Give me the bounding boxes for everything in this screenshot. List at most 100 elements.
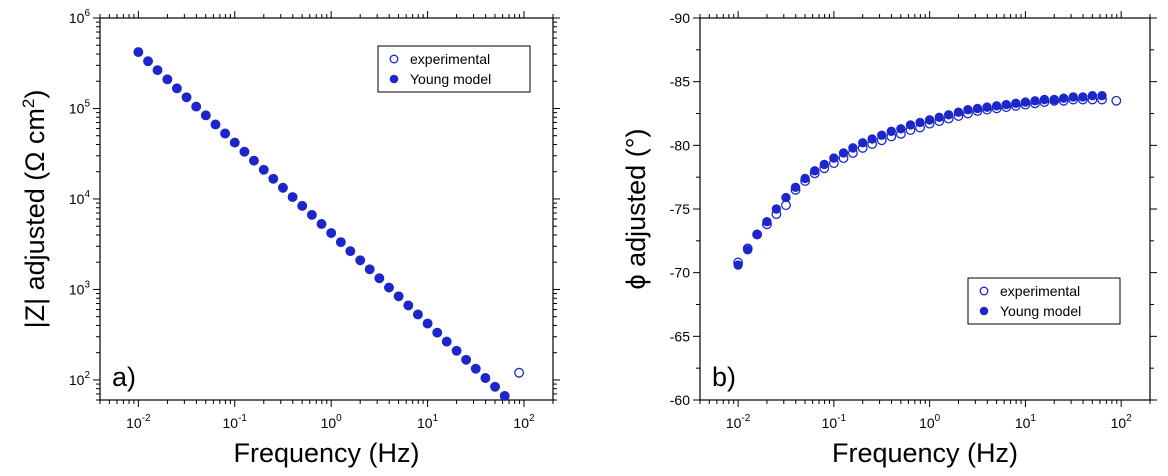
x-tick-label: 101 [1015, 413, 1037, 431]
y-tick-label: -85 [670, 74, 690, 90]
chart-panel-b: 10-2 10-1 100 101 102 -60 -65 -70 -75 -80 -85 -90 Fr… [621, 10, 1157, 468]
x-tick-label: 10-1 [223, 413, 248, 431]
data-point-young-model [297, 201, 307, 211]
x-tick-label: 10-2 [726, 413, 751, 431]
legend-marker-experimental [389, 54, 399, 64]
x-axis-title: Frequency (Hz) [832, 438, 1018, 468]
data-point-young-model [365, 264, 375, 274]
data-point-young-model [451, 346, 462, 356]
data-point-young-model [1097, 90, 1107, 101]
legend-label: experimental [410, 51, 490, 67]
data-point-young-model [461, 355, 471, 365]
data-point-young-model [858, 138, 868, 148]
data-point-young-model [886, 126, 897, 137]
plot-frame [699, 17, 1151, 401]
data-point-young-model [191, 101, 201, 112]
data-point-young-model [752, 229, 762, 240]
data-point-young-model [422, 318, 433, 329]
data-point-young-model [838, 148, 849, 158]
data-point-young-model [249, 155, 259, 166]
panel-label: a) [112, 362, 136, 392]
data-point-young-model [991, 101, 1002, 111]
data-point-young-model [403, 300, 413, 311]
data-point-young-model [500, 391, 510, 401]
y-tick-label: -70 [670, 265, 690, 281]
x-tick-label: 101 [417, 413, 439, 431]
data-point-young-model [810, 166, 820, 176]
data-point-young-model [1030, 96, 1040, 106]
data-point-young-model [1058, 93, 1069, 103]
y-axis-title: ϕ adjusted (°) [621, 129, 651, 290]
data-point-young-model [896, 124, 906, 134]
data-point-young-model [934, 112, 944, 123]
x-axis-title: Frequency (Hz) [233, 438, 419, 468]
data-point-young-model [848, 143, 858, 153]
data-point-young-model [819, 159, 829, 170]
data-point-young-model [230, 137, 240, 148]
data-point-young-model [963, 104, 973, 115]
y-tick-label: -75 [670, 201, 690, 217]
data-point-young-model [259, 165, 269, 175]
data-point-young-model [278, 183, 288, 193]
data-point-young-model [220, 128, 230, 139]
data-point-young-model [924, 115, 935, 125]
data-point-experimental [514, 367, 525, 378]
data-point-young-model [393, 291, 404, 301]
y-axis-title-sup: 2 [19, 99, 38, 108]
data-point-young-model [877, 130, 887, 140]
data-point-young-model [181, 92, 192, 102]
data-point-young-model [172, 83, 182, 94]
legend-marker-experimental [979, 286, 989, 296]
y-axis-title: |Z| adjusted (Ω cm2) [19, 90, 50, 329]
x-tick-label: 10-2 [126, 413, 151, 431]
x-tick-label: 102 [513, 413, 535, 431]
data-point-young-model [143, 56, 153, 66]
data-point-young-model [268, 174, 278, 184]
y-axis-title-main: |Z| adjusted (Ω cm [20, 108, 50, 328]
x-tick-label: 100 [321, 413, 343, 431]
data-point-young-model [201, 110, 211, 121]
data-point-young-model [762, 217, 772, 227]
data-point-young-model [743, 245, 753, 255]
data-point-young-model [432, 327, 442, 338]
data-point-young-model [953, 107, 964, 117]
data-point-young-model [905, 120, 916, 130]
y-tick-label: -80 [670, 137, 690, 153]
data-point-young-model [210, 119, 221, 130]
y-axis-title-end: ) [20, 90, 50, 99]
x-tick-label: 102 [1111, 413, 1133, 431]
data-point-young-model [1001, 99, 1011, 110]
data-point-young-model [800, 173, 810, 184]
y-tick-label: -65 [670, 328, 690, 344]
panel-label: b) [712, 362, 736, 392]
data-point-young-model [733, 260, 743, 270]
y-tick-label: 104 [69, 189, 91, 207]
data-point-young-model [239, 146, 250, 157]
legend-label: Young model [410, 71, 491, 87]
data-point-young-model [1049, 94, 1059, 105]
x-tick-label: 10-1 [822, 413, 847, 431]
data-point-young-model [972, 103, 983, 114]
data-point-young-model [480, 373, 491, 383]
data-point-young-model [829, 153, 839, 163]
data-point-young-model [355, 255, 365, 265]
data-point-young-model [1078, 92, 1088, 102]
legend-label: Young model [1000, 303, 1081, 319]
y-tick-label: 103 [69, 279, 91, 297]
data-point-young-model [943, 110, 954, 120]
data-point-young-model [915, 117, 925, 128]
data-point-young-model [982, 102, 992, 112]
legend-label: experimental [1000, 283, 1080, 299]
data-point-young-model [442, 336, 452, 347]
data-point-young-model [133, 47, 144, 57]
data-point-young-model [316, 219, 327, 229]
data-point-young-model [1039, 94, 1050, 105]
data-point-young-model [771, 204, 782, 214]
chart-panel-a: 10-2 10-1 100 101 102 102 103 104 105 106 Frequenc… [19, 8, 560, 468]
data-point-young-model [867, 134, 877, 144]
data-point-experimental [1111, 95, 1122, 106]
y-tick-label: 106 [69, 8, 91, 26]
data-point-young-model [790, 182, 801, 193]
y-tick-label: -90 [670, 10, 690, 26]
